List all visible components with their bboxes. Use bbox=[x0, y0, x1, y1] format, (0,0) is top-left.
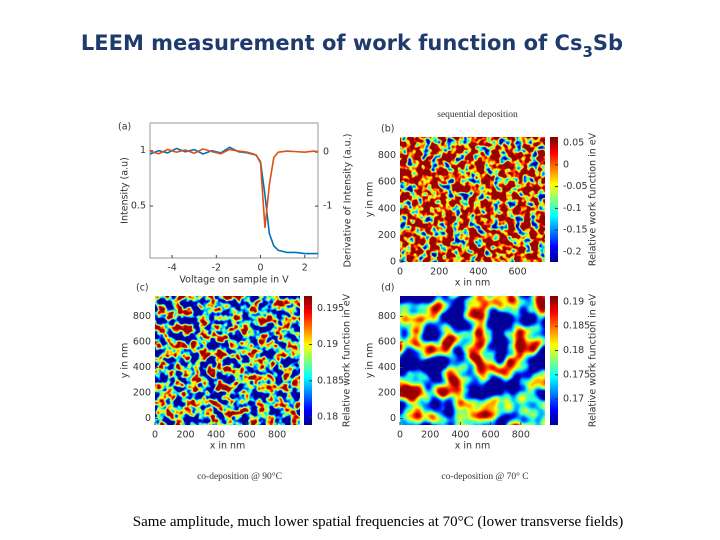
plot-area bbox=[149, 122, 319, 259]
x-tick-label: 600 bbox=[238, 430, 256, 441]
colorbar-label: Relative work function in eV bbox=[588, 132, 599, 266]
panel-label: (a) bbox=[118, 122, 131, 133]
heatmap-image bbox=[155, 296, 300, 425]
x-tick-label: 200 bbox=[430, 267, 448, 278]
panel-caption: co-deposition @ 90°C bbox=[197, 471, 282, 482]
line-series bbox=[149, 148, 319, 228]
x-axis-label: x in nm bbox=[455, 278, 491, 289]
y-axis-label: y in nm bbox=[365, 182, 376, 218]
footer: Same amplitude, much lower spatial frequ… bbox=[133, 514, 623, 530]
x-axis-label: Voltage on sample in V bbox=[179, 275, 289, 286]
y-tick-label: 200 bbox=[133, 388, 151, 399]
line-series bbox=[149, 146, 318, 255]
y-tick-label: 1 bbox=[140, 145, 146, 156]
x-tick-label: 600 bbox=[508, 267, 526, 278]
x-tick-label: -4 bbox=[167, 263, 176, 274]
colorbar-tick-label: -0.1 bbox=[563, 203, 582, 214]
colorbar-tick-label: -0.15 bbox=[563, 225, 588, 236]
y-tick-label: 600 bbox=[378, 177, 396, 188]
x-axis-label: x in nm bbox=[455, 441, 491, 452]
x-tick-label: 0 bbox=[152, 430, 158, 441]
y-tick-label: 400 bbox=[133, 362, 151, 373]
colorbar-tick-label: 0.05 bbox=[563, 138, 584, 149]
y-tick-label: 600 bbox=[378, 336, 396, 347]
y-tick-label: -1 bbox=[323, 201, 332, 212]
colorbar-tick-label: 0.175 bbox=[563, 369, 590, 380]
x-tick-label: 0 bbox=[397, 267, 403, 278]
x-tick-label: 800 bbox=[268, 430, 286, 441]
x-tick-label: 400 bbox=[451, 430, 469, 441]
slide-title: LEEM measurement of work function of Cs3… bbox=[81, 31, 623, 61]
y-tick-label: 400 bbox=[378, 203, 396, 214]
x-tick-label: 800 bbox=[512, 430, 530, 441]
colorbar-tick-label: -0.05 bbox=[563, 181, 588, 192]
y2-axis-label: Derivative of Intensity (a.u.) bbox=[343, 134, 354, 268]
y-axis-label: Intensity (a.u) bbox=[120, 157, 131, 224]
panel-title: sequential deposition bbox=[437, 110, 518, 120]
x-tick-label: 600 bbox=[482, 430, 500, 441]
x-tick-label: 200 bbox=[421, 430, 439, 441]
y-tick-label: 0 bbox=[390, 257, 396, 268]
colorbar-tick-label: -0.2 bbox=[563, 246, 582, 257]
colorbar-tick-label: 0.19 bbox=[563, 296, 584, 307]
x-tick-label: 2 bbox=[302, 263, 308, 274]
colorbar-tick-label: 0.18 bbox=[317, 412, 338, 423]
y-tick-label: 0 bbox=[390, 413, 396, 424]
heatmap-image bbox=[400, 296, 545, 425]
colorbar-tick-label: 0.18 bbox=[563, 345, 584, 356]
y-tick-label: 0 bbox=[145, 413, 151, 424]
y-axis-label: y in nm bbox=[120, 343, 131, 379]
panel-label: (d) bbox=[381, 283, 394, 294]
y-tick-label: 0.5 bbox=[131, 200, 146, 211]
colorbar-tick-label: 0.185 bbox=[317, 375, 344, 386]
y-tick-label: 800 bbox=[378, 150, 396, 161]
x-tick-label: 200 bbox=[176, 430, 194, 441]
colorbar-tick-label: 0.19 bbox=[317, 339, 338, 350]
x-tick-label: 400 bbox=[207, 430, 225, 441]
x-tick-label: 0 bbox=[397, 430, 403, 441]
y-tick-label: 800 bbox=[133, 311, 151, 322]
colorbar-label: Relative work function in eV bbox=[342, 293, 353, 427]
colorbar-tick-label: 0.185 bbox=[563, 321, 590, 332]
colorbar bbox=[550, 137, 558, 262]
y-axis-label: y in nm bbox=[365, 343, 376, 379]
colorbar-tick-label: 0.195 bbox=[317, 303, 344, 314]
colorbar bbox=[304, 296, 312, 425]
x-axis-label: x in nm bbox=[210, 441, 246, 452]
y-tick-label: 600 bbox=[133, 336, 151, 347]
heatmap-image bbox=[400, 137, 545, 262]
title-subscript: 3 bbox=[582, 43, 592, 61]
y-tick-label: 400 bbox=[378, 362, 396, 373]
colorbar bbox=[550, 296, 558, 425]
panel-label: (c) bbox=[136, 283, 149, 294]
x-tick-label: -2 bbox=[212, 263, 221, 274]
x-tick-label: 400 bbox=[469, 267, 487, 278]
colorbar-label: Relative work function in eV bbox=[588, 293, 599, 427]
y-tick-label: 800 bbox=[378, 311, 396, 322]
title-suffix: Sb bbox=[593, 31, 623, 55]
figure: -4 -2 0 2 0.5 1 -1 0 (a) Voltage on sample in V In… bbox=[118, 110, 599, 482]
x-tick-label: 0 bbox=[258, 263, 264, 274]
panel-label: (b) bbox=[381, 124, 394, 135]
y-tick-label: 200 bbox=[378, 230, 396, 241]
y-tick-label: 0 bbox=[323, 147, 329, 158]
colorbar-tick-label: 0 bbox=[563, 159, 569, 170]
title-text: LEEM measurement of work function of Cs bbox=[81, 31, 583, 55]
panel-caption: co-deposition @ 70° C bbox=[441, 471, 528, 482]
colorbar-tick-label: 0.17 bbox=[563, 394, 584, 405]
y-tick-label: 200 bbox=[378, 388, 396, 399]
